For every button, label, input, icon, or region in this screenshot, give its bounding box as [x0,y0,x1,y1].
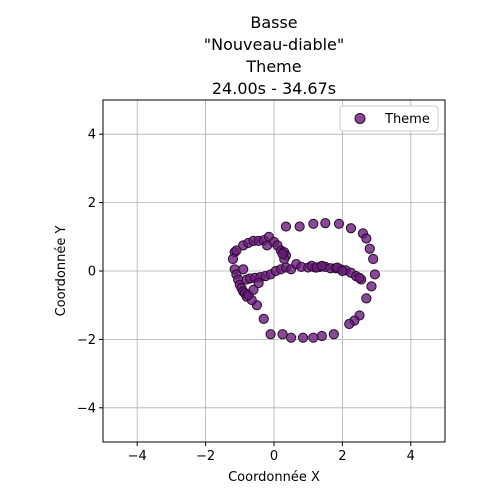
legend-box [339,105,439,132]
y-axis-label: Coordonnée Y [54,226,69,317]
x-tick-label: −2 [196,449,215,464]
y-tick-label: 4 [88,128,96,143]
x-tick-label: 0 [270,449,278,464]
data-point [227,253,239,265]
data-point [364,243,375,254]
data-point [258,313,269,324]
grid-lines [103,100,445,442]
data-point [265,329,276,340]
data-point [337,265,348,277]
y-tick-label: −4 [77,401,96,416]
data-point [277,329,288,340]
y-tick-label: 2 [88,196,96,211]
data-point [344,318,355,330]
data-point [361,233,372,244]
data-point [316,330,327,342]
data-point [345,223,357,234]
data-point [368,253,379,265]
legend-label: Theme [384,112,430,127]
data-point [308,332,319,343]
y-tick-label: 0 [88,265,96,280]
data-point [361,293,372,304]
data-point [333,218,345,229]
data-point [248,284,259,295]
data-point [297,332,309,343]
title-line-1: Basse [250,13,297,32]
data-point [369,269,380,280]
y-tick-label: −2 [77,333,96,348]
data-point [316,260,327,271]
x-tick-label: 4 [407,449,415,464]
legend: Theme [339,105,439,132]
data-point [286,332,297,343]
data-point [366,281,377,292]
data-point [354,272,365,283]
chart-title: Basse "Nouveau-diable" Theme 24.00s - 34… [204,13,345,98]
x-tick-label: −4 [128,449,147,464]
x-tick-label: 2 [338,449,346,464]
data-point [320,218,331,229]
data-point [238,264,249,275]
legend-marker [354,113,366,124]
title-line-3: Theme [245,57,301,76]
data-point [294,221,305,232]
scatter-points [227,218,380,343]
data-point [231,245,242,256]
data-point [280,221,292,232]
data-point [308,218,319,229]
title-line-2: "Nouveau-diable" [204,35,345,54]
data-point [253,277,264,289]
data-point [277,248,288,259]
title-line-4: 24.00s - 34.67s [212,79,336,98]
axis-ticks: −4 −2 0 2 4 −4 −2 0 2 4 [77,128,415,464]
data-point [328,329,339,340]
x-axis-label: Coordonnée X [228,470,320,485]
